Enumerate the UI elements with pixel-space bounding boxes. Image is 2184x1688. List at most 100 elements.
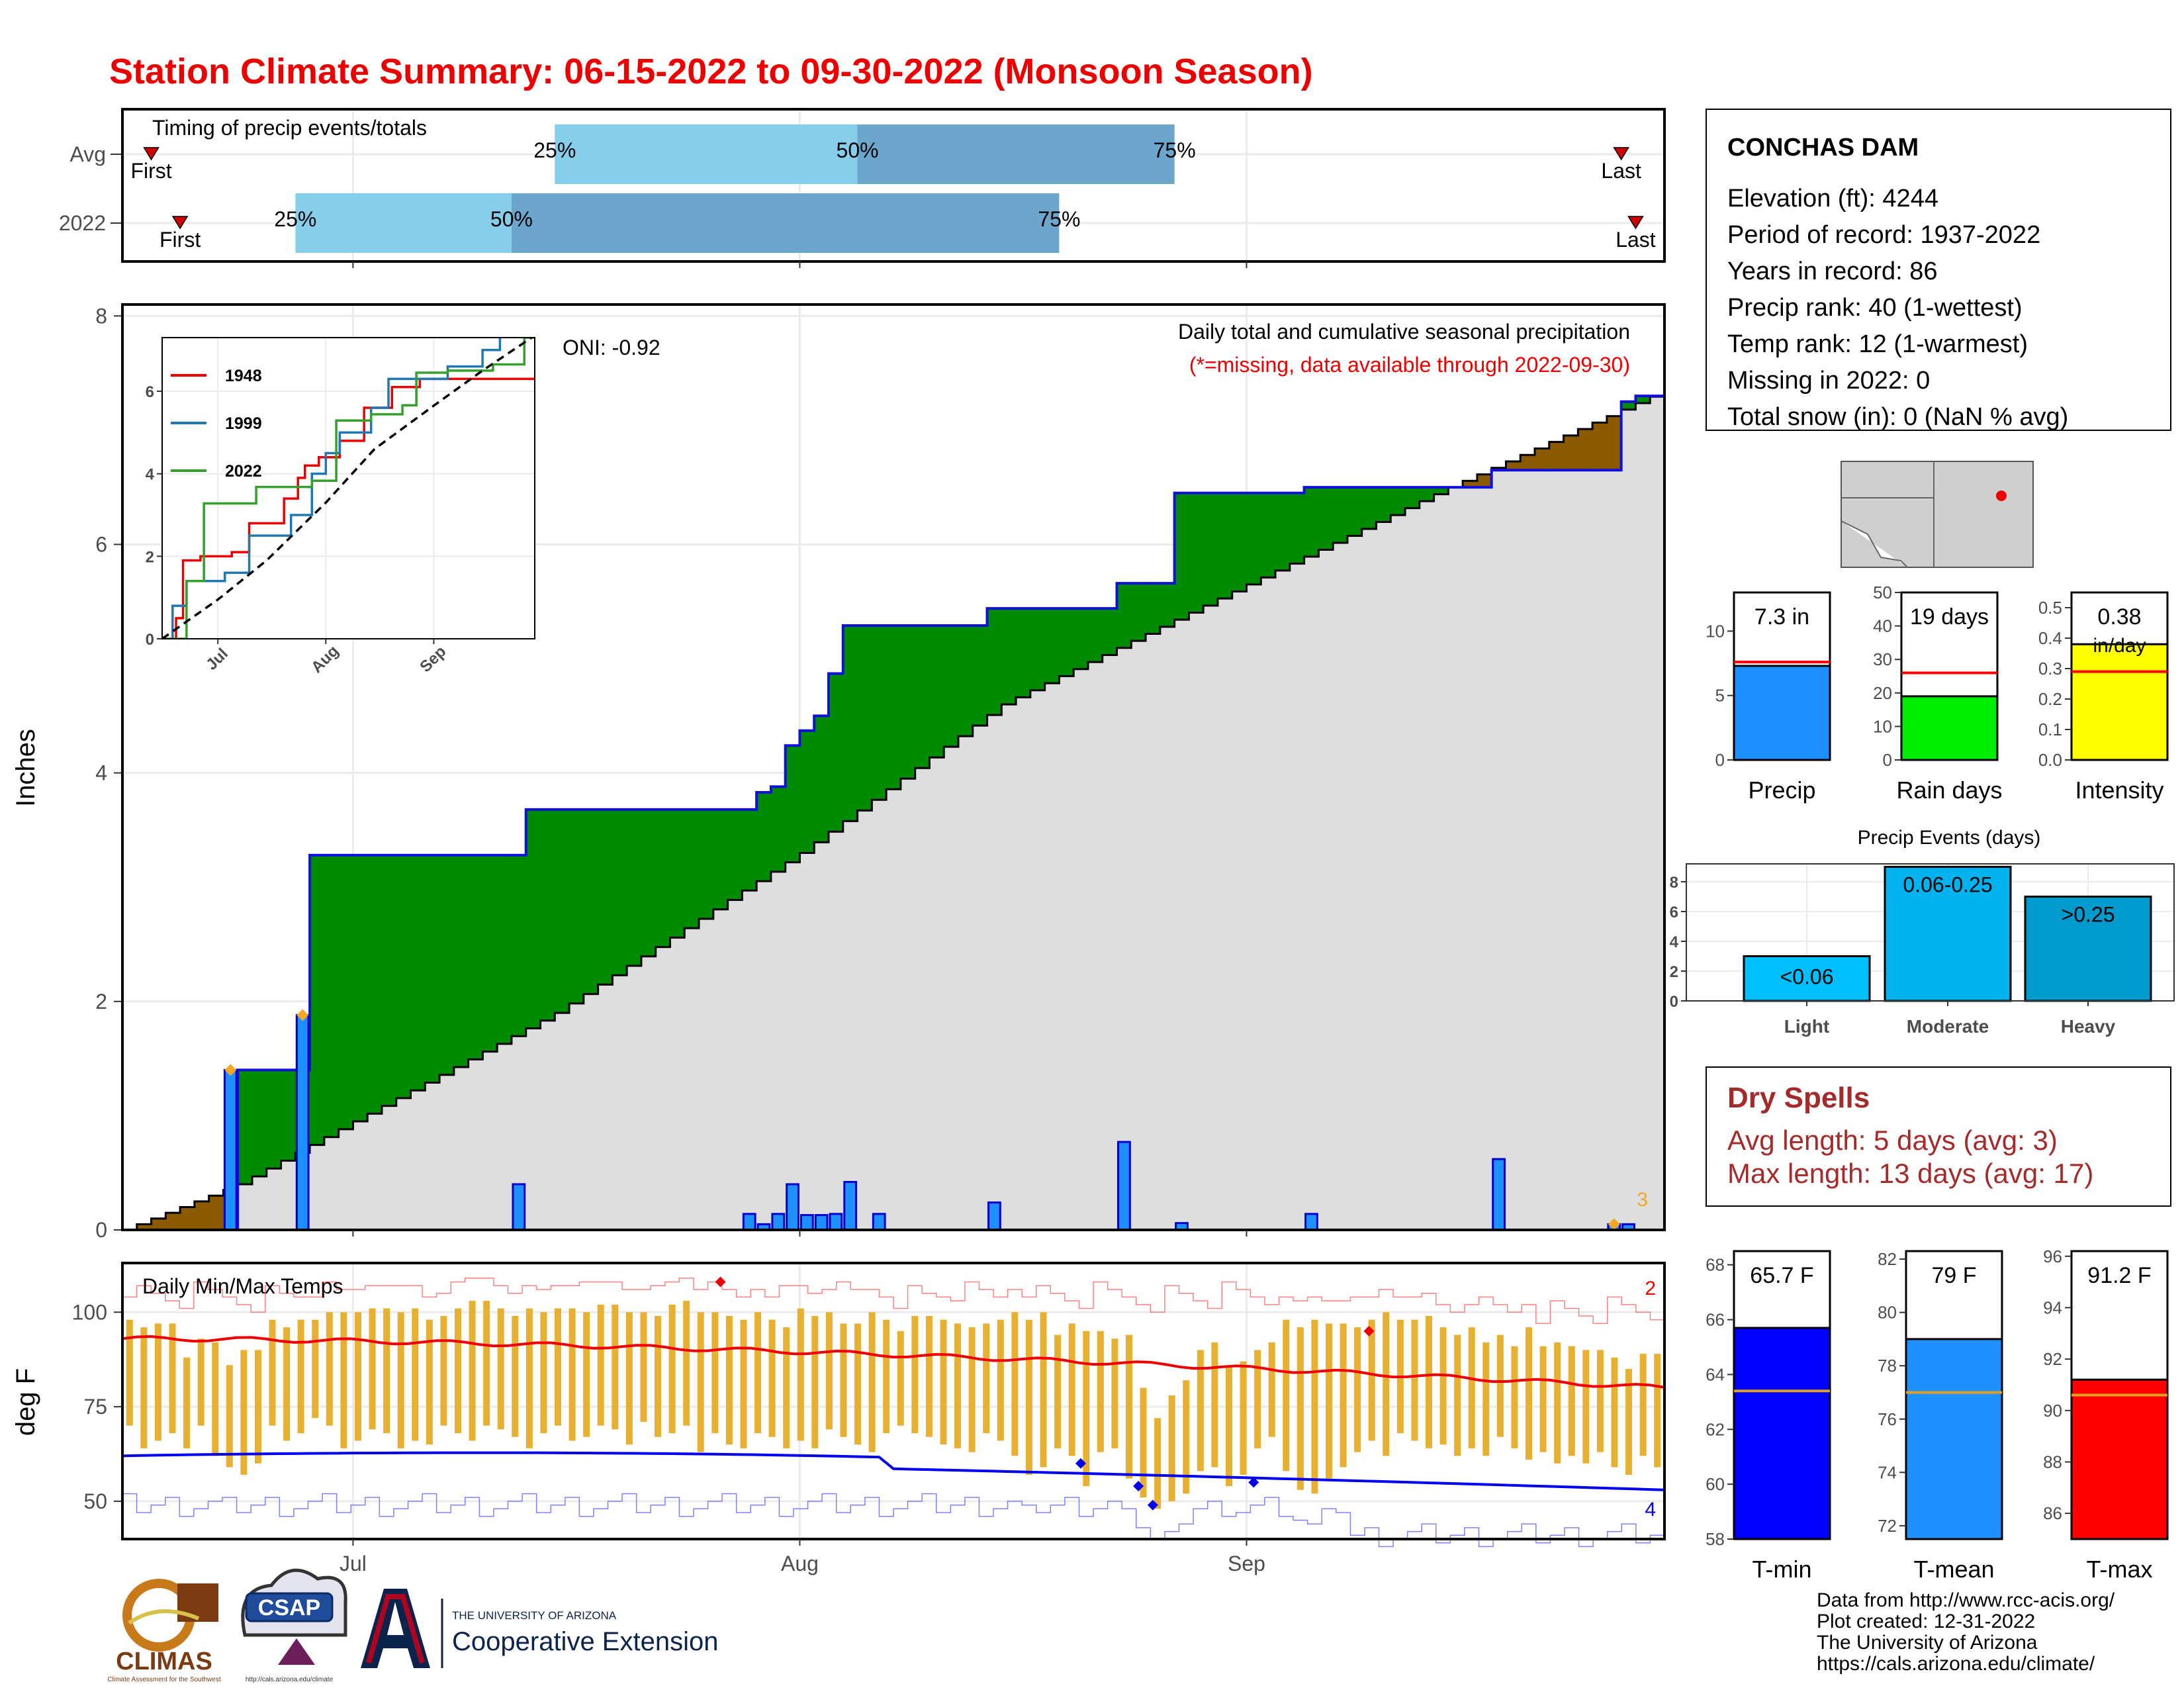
surplus-area bbox=[396, 855, 412, 1098]
timing-title: Timing of precip events/totals bbox=[152, 116, 427, 140]
daily-temp-range-bar bbox=[997, 1319, 1004, 1441]
ua-logo-extension-text: Cooperative Extension bbox=[452, 1627, 718, 1656]
daily-temp-range-bar bbox=[725, 1315, 733, 1445]
daily-temp-range-bar bbox=[183, 1357, 191, 1448]
surplus-area bbox=[842, 625, 858, 821]
summary-y-tick-label: 0.5 bbox=[2038, 598, 2062, 618]
daily-temp-range-bar bbox=[483, 1301, 490, 1426]
daily-temp-range-bar bbox=[254, 1350, 261, 1464]
deficit-area bbox=[1606, 416, 1622, 471]
deficit-area bbox=[151, 1218, 166, 1230]
surplus-area bbox=[1419, 487, 1435, 502]
summary-category-label: T-mean bbox=[1913, 1556, 1994, 1583]
record-low-marker bbox=[1075, 1458, 1086, 1469]
dry-spells-title: Dry Spells bbox=[1727, 1082, 1870, 1114]
climas-logo-shape bbox=[177, 1583, 218, 1622]
surplus-area bbox=[555, 809, 570, 1013]
surplus-area bbox=[281, 1070, 296, 1161]
surplus-area bbox=[972, 625, 988, 726]
summary-y-tick-label: 78 bbox=[1878, 1356, 1897, 1376]
inset-legend-label: 1948 bbox=[225, 367, 262, 385]
daily-precip-bar bbox=[771, 1213, 786, 1231]
summary-y-tick-label: 76 bbox=[1878, 1409, 1897, 1429]
daily-temp-range-bar bbox=[369, 1308, 376, 1430]
surplus-area bbox=[482, 855, 498, 1052]
daily-temp-range-bar bbox=[297, 1319, 304, 1434]
daily-temp-range-bar bbox=[1097, 1331, 1104, 1452]
surplus-area bbox=[944, 625, 959, 747]
daily-temp-range-bar bbox=[1240, 1361, 1247, 1475]
surplus-area bbox=[727, 809, 743, 900]
station-info-line: Period of record: 1937-2022 bbox=[1727, 221, 2040, 249]
surplus-area bbox=[1073, 608, 1089, 669]
climas-logo-text: CLIMAS bbox=[116, 1648, 212, 1675]
surplus-area bbox=[1304, 487, 1319, 557]
daily-temp-range-bar bbox=[740, 1319, 747, 1448]
daily-precip-bar bbox=[1117, 1141, 1131, 1231]
surplus-area bbox=[799, 730, 815, 853]
daily-temp-range-bar bbox=[897, 1331, 904, 1426]
precip-chart-subtitle: (*=missing, data available through 2022-… bbox=[1189, 353, 1630, 377]
daily-precip-bar bbox=[987, 1201, 1001, 1231]
station-info-line: Missing in 2022: 0 bbox=[1727, 367, 1930, 395]
record-low-marker bbox=[1248, 1477, 1259, 1488]
inset-series-line bbox=[162, 338, 502, 639]
daily-temp-range-bar bbox=[1639, 1354, 1647, 1456]
daily-temp-range-bar bbox=[583, 1312, 590, 1437]
daily-temp-range-bar bbox=[1283, 1319, 1290, 1472]
daily-temp-range-bar bbox=[326, 1312, 333, 1426]
events-bar bbox=[1743, 955, 1871, 1002]
station-info-line: Precip rank: 40 (1-wettest) bbox=[1727, 294, 2023, 322]
record-high-marker bbox=[1363, 1325, 1375, 1336]
timing-bar-q25-q50 bbox=[295, 193, 512, 253]
daily-precip-bar bbox=[872, 1213, 886, 1231]
surplus-area bbox=[266, 1070, 282, 1169]
deficit-area bbox=[1520, 455, 1535, 471]
surplus-area bbox=[915, 625, 931, 769]
daily-temp-range-bar bbox=[525, 1308, 533, 1448]
temp-y-axis-label: deg F bbox=[11, 1368, 40, 1436]
daily-temp-range-bar bbox=[1211, 1342, 1218, 1468]
surplus-area bbox=[1016, 608, 1031, 698]
summary-value-bar bbox=[1905, 1338, 2003, 1540]
csap-logo-url: http://cals.arizona.edu/climate bbox=[246, 1676, 334, 1683]
daily-temp-range-bar bbox=[154, 1323, 161, 1441]
record-day-marker bbox=[224, 1064, 237, 1076]
deficit-area bbox=[1535, 448, 1550, 471]
temp-y-tick-label: 50 bbox=[83, 1489, 107, 1513]
daily-temp-range-bar bbox=[240, 1350, 248, 1475]
daily-precip-bar bbox=[1492, 1158, 1506, 1231]
daily-temp-range-bar bbox=[825, 1312, 833, 1430]
station-info-line: Temp rank: 12 (1-warmest) bbox=[1727, 330, 2028, 358]
daily-temp-range-bar bbox=[283, 1327, 291, 1441]
summary-value-label: 0.38 bbox=[2097, 604, 2141, 630]
surplus-area bbox=[1131, 583, 1146, 641]
timing-row-label: Avg bbox=[69, 142, 106, 166]
daily-temp-range-bar bbox=[883, 1319, 890, 1434]
daily-temp-range-bar bbox=[597, 1304, 604, 1426]
surplus-area bbox=[1390, 487, 1406, 516]
surplus-area bbox=[238, 1070, 253, 1184]
surplus-area bbox=[1232, 492, 1248, 592]
summary-y-tick-label: 50 bbox=[1873, 583, 1892, 602]
surplus-area bbox=[1001, 608, 1017, 705]
daily-temp-range-bar bbox=[1411, 1319, 1418, 1441]
summary-y-tick-label: 10 bbox=[1873, 716, 1892, 736]
daily-temp-range-bar bbox=[1539, 1346, 1547, 1452]
station-info-panel: CONCHAS DAM Elevation (ft): 4244 Period of… bbox=[1706, 109, 2171, 431]
summary-y-tick-label: 66 bbox=[1706, 1310, 1725, 1330]
footer: Data from http://www.rcc-acis.org/Plot c… bbox=[107, 1568, 2115, 1683]
daily-temp-range-bar bbox=[1125, 1335, 1132, 1479]
summary-y-tick-label: 82 bbox=[1878, 1249, 1897, 1269]
daily-temp-range-bar bbox=[1311, 1319, 1318, 1494]
daily-temp-range-bar bbox=[1340, 1323, 1347, 1468]
surplus-area bbox=[770, 786, 786, 872]
surplus-area bbox=[742, 809, 757, 891]
events-category-label: Heavy bbox=[2061, 1016, 2116, 1037]
surplus-area bbox=[1376, 487, 1391, 522]
daily-temp-range-bar bbox=[454, 1308, 461, 1434]
temp-chart-title: Daily Min/Max Temps bbox=[142, 1274, 343, 1298]
deficit-area bbox=[165, 1213, 181, 1230]
surplus-area bbox=[353, 855, 368, 1122]
surplus-area bbox=[713, 809, 729, 910]
